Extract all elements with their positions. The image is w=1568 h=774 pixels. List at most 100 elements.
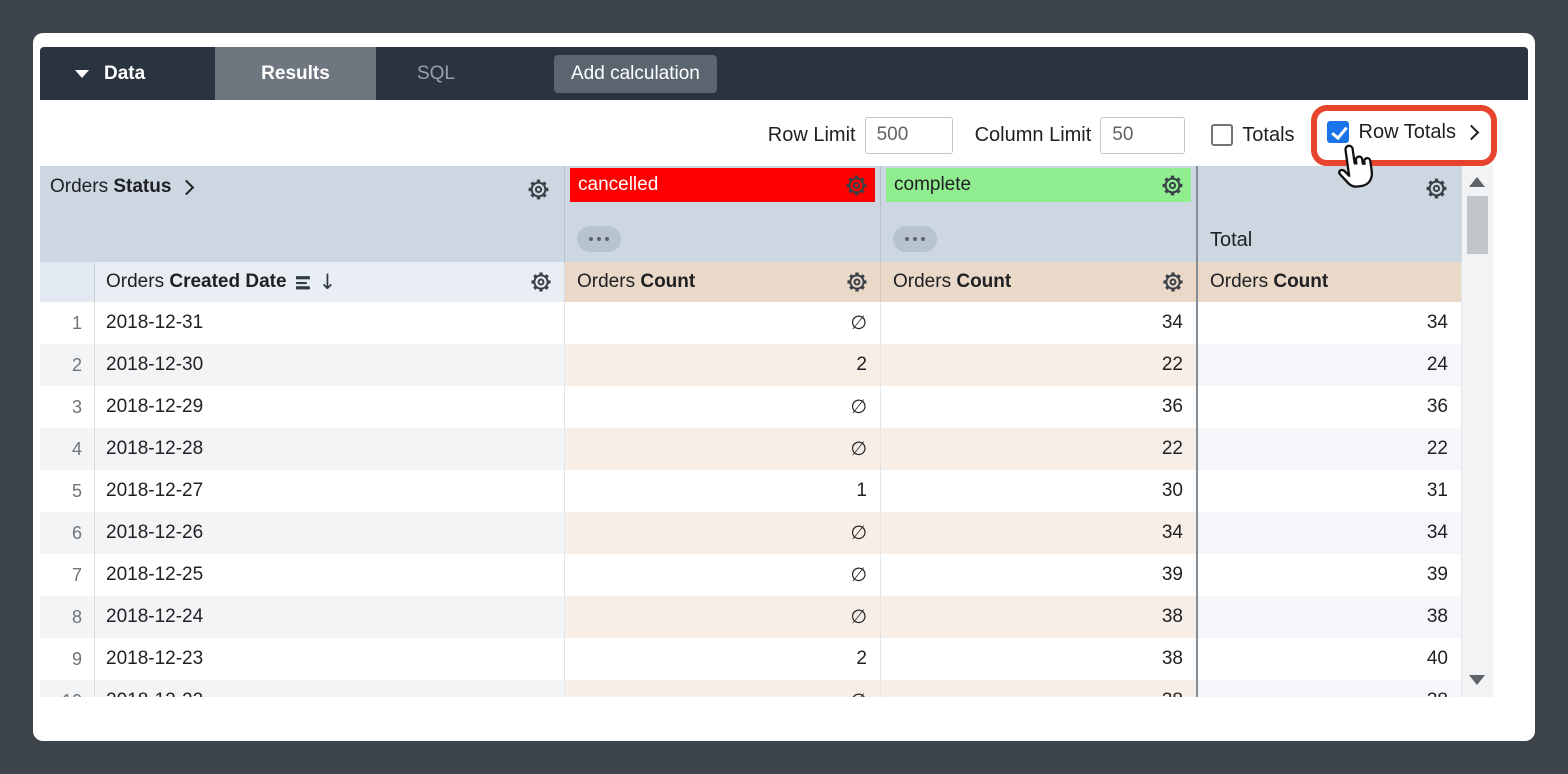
table-row: 1 2018-12-31 ∅ 34 34	[40, 302, 1462, 344]
orders-created-date-header[interactable]: Orders Created Date ↓	[95, 262, 565, 302]
row-number: 5	[40, 470, 95, 512]
orders-count-header-complete[interactable]: Orders Count	[881, 262, 1198, 302]
gear-icon[interactable]	[525, 176, 552, 203]
orders-status-header[interactable]: Orders Status	[40, 166, 565, 262]
total-count-cell[interactable]: 24	[1198, 344, 1462, 386]
pivot-value-cancelled[interactable]: cancelled	[570, 168, 875, 202]
date-cell[interactable]: 2018-12-31	[95, 302, 565, 344]
total-count-cell[interactable]: 22	[1198, 428, 1462, 470]
date-cell[interactable]: 2018-12-23	[95, 638, 565, 680]
row-number: 1	[40, 302, 95, 344]
table-row: 5 2018-12-27 1 30 31	[40, 470, 1462, 512]
total-count-cell[interactable]: 38	[1198, 680, 1462, 697]
orders-count-header-cancelled[interactable]: Orders Count	[565, 262, 881, 302]
total-count-cell[interactable]: 38	[1198, 596, 1462, 638]
total-count-cell[interactable]: 40	[1198, 638, 1462, 680]
column-limit-label: Column Limit	[974, 123, 1092, 146]
cancelled-count-cell[interactable]: ∅	[565, 680, 881, 697]
chevron-right-icon[interactable]	[1463, 124, 1480, 140]
date-cell[interactable]: 2018-12-28	[95, 428, 565, 470]
pivot-cell-complete: complete	[881, 166, 1198, 262]
cancelled-count-cell[interactable]: ∅	[565, 596, 881, 638]
date-cell[interactable]: 2018-12-30	[95, 344, 565, 386]
cancelled-count-cell[interactable]: ∅	[565, 302, 881, 344]
orders-status-text: Orders Status	[50, 176, 172, 197]
total-count-cell[interactable]: 31	[1198, 470, 1462, 512]
group-fill-icon	[295, 275, 310, 289]
ellipsis-menu-button[interactable]	[893, 226, 937, 252]
complete-count-cell[interactable]: 22	[881, 344, 1198, 386]
date-cell[interactable]: 2018-12-29	[95, 386, 565, 428]
totals-label: Totals	[1242, 123, 1295, 146]
cancelled-count-cell[interactable]: ∅	[565, 512, 881, 554]
orders-count-text: Orders Count	[1210, 271, 1329, 292]
complete-count-cell[interactable]: 22	[881, 428, 1198, 470]
cancelled-count-cell[interactable]: 1	[565, 470, 881, 512]
tab-sql-label: SQL	[416, 62, 456, 84]
column-limit-input[interactable]	[1100, 116, 1186, 154]
orders-count-header-total[interactable]: Orders Count	[1198, 262, 1462, 302]
orders-count-text: Orders Count	[893, 271, 1012, 292]
gear-icon[interactable]	[1159, 172, 1186, 199]
row-number: 2	[40, 344, 95, 386]
add-calculation-button[interactable]: Add calculation	[554, 54, 717, 93]
row-number: 10	[40, 680, 95, 697]
gear-icon[interactable]	[528, 269, 554, 295]
tab-results[interactable]: Results	[215, 47, 376, 100]
vertical-scrollbar[interactable]	[1462, 166, 1493, 697]
table-row: 4 2018-12-28 ∅ 22 22	[40, 428, 1462, 470]
date-cell[interactable]: 2018-12-27	[95, 470, 565, 512]
results-table: Orders Status cancelled	[40, 166, 1493, 697]
pivot-cell-cancelled: cancelled	[565, 166, 881, 262]
complete-count-cell[interactable]: 34	[881, 512, 1198, 554]
complete-count-cell[interactable]: 36	[881, 386, 1198, 428]
cancelled-count-cell[interactable]: 2	[565, 344, 881, 386]
date-cell[interactable]: 2018-12-26	[95, 512, 565, 554]
scroll-up-icon[interactable]	[1469, 177, 1485, 187]
chevron-right-icon	[179, 179, 195, 195]
date-cell[interactable]: 2018-12-25	[95, 554, 565, 596]
tab-sql[interactable]: SQL	[376, 47, 496, 100]
pivot-header-row: Orders Status cancelled	[40, 166, 1462, 262]
complete-count-cell[interactable]: 30	[881, 470, 1198, 512]
total-label: Total	[1210, 229, 1253, 251]
table-row: 7 2018-12-25 ∅ 39 39	[40, 554, 1462, 596]
row-limit-label: Row Limit	[767, 123, 856, 146]
table-row: 8 2018-12-24 ∅ 38 38	[40, 596, 1462, 638]
cancelled-count-cell[interactable]: ∅	[565, 386, 881, 428]
sort-desc-icon[interactable]: ↓	[318, 270, 337, 294]
field-header-row: Orders Created Date ↓ Orders Count Order	[40, 262, 1462, 302]
complete-count-cell[interactable]: 34	[881, 302, 1198, 344]
cancelled-count-cell[interactable]: ∅	[565, 554, 881, 596]
row-totals-checkbox[interactable]	[1326, 121, 1349, 143]
date-cell[interactable]: 2018-12-24	[95, 596, 565, 638]
query-controls: Row Limit Column Limit Totals Row Totals	[746, 104, 1497, 166]
complete-count-cell[interactable]: 38	[881, 638, 1198, 680]
complete-count-cell[interactable]: 39	[881, 554, 1198, 596]
cancelled-count-cell[interactable]: ∅	[565, 428, 881, 470]
ellipsis-menu-button[interactable]	[577, 226, 621, 252]
scrollbar-thumb[interactable]	[1467, 196, 1488, 254]
date-cell[interactable]: 2018-12-22	[95, 680, 565, 697]
row-number: 3	[40, 386, 95, 428]
pivot-value-complete[interactable]: complete	[886, 168, 1191, 202]
total-count-cell[interactable]: 34	[1198, 512, 1462, 554]
gear-icon[interactable]	[1423, 175, 1450, 202]
complete-count-cell[interactable]: 38	[881, 596, 1198, 638]
scroll-down-icon[interactable]	[1469, 675, 1485, 685]
top-bar: Data Results SQL Add calculation	[40, 47, 1528, 100]
created-date-text: Orders Created Date	[106, 271, 287, 292]
gear-icon[interactable]	[844, 269, 870, 295]
gear-icon[interactable]	[843, 172, 870, 199]
row-limit-input[interactable]	[864, 116, 953, 154]
row-totals-label: Row Totals	[1358, 120, 1456, 143]
totals-checkbox[interactable]	[1211, 124, 1234, 146]
total-count-cell[interactable]: 34	[1198, 302, 1462, 344]
total-count-cell[interactable]: 36	[1198, 386, 1462, 428]
data-section-toggle[interactable]: Data	[40, 47, 215, 100]
cancelled-count-cell[interactable]: 2	[565, 638, 881, 680]
table-row: 6 2018-12-26 ∅ 34 34	[40, 512, 1462, 554]
gear-icon[interactable]	[1160, 269, 1186, 295]
complete-count-cell[interactable]: 38	[881, 680, 1198, 697]
total-count-cell[interactable]: 39	[1198, 554, 1462, 596]
